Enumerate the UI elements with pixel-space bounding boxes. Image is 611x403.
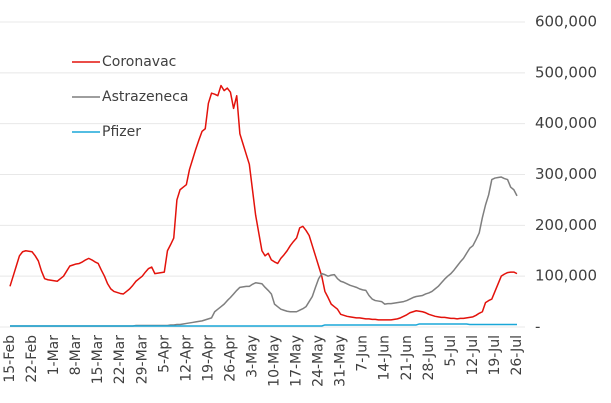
- x-tick-label: 31-May: [333, 335, 349, 387]
- x-tick-label: 10-May: [267, 335, 283, 387]
- x-tick-label: 7-Jun: [355, 335, 371, 372]
- y-tick-label: 200,000: [535, 216, 597, 234]
- x-tick-label: 24-May: [311, 335, 327, 387]
- x-tick-label: 12-Apr: [178, 335, 194, 382]
- legend-label: Astrazeneca: [102, 89, 188, 105]
- series-line: [10, 176, 518, 327]
- x-tick-label: 3-May: [244, 335, 260, 378]
- series-line: [9, 84, 518, 321]
- y-tick-label: 500,000: [535, 63, 597, 81]
- x-tick-label: 29-Mar: [134, 335, 150, 385]
- y-tick-label: 400,000: [535, 114, 597, 132]
- y-tick-label: 600,000: [535, 13, 597, 31]
- series-line: [10, 323, 517, 327]
- x-tick-label: 14-Jun: [377, 335, 393, 381]
- x-tick-label: 15-Mar: [90, 335, 106, 385]
- y-tick-label: -: [535, 318, 540, 336]
- x-tick-label: 19-Apr: [200, 335, 216, 382]
- x-tick-label: 17-May: [289, 335, 305, 387]
- x-tick-label: 26-Apr: [222, 335, 238, 382]
- x-tick-label: 22-Mar: [112, 335, 128, 385]
- legend-label: Coronavac: [102, 54, 176, 70]
- x-tick-label: 15-Feb: [2, 335, 18, 383]
- x-tick-label: 12-Jul: [465, 335, 481, 376]
- x-tick-label: 5-Jul: [443, 335, 459, 367]
- x-tick-label: 1-Mar: [46, 335, 62, 376]
- x-tick-label: 8-Mar: [68, 335, 84, 376]
- legend-label: Pfizer: [102, 124, 141, 140]
- x-tick-label: 26-Jul: [509, 335, 525, 376]
- y-tick-label: 100,000: [535, 267, 597, 285]
- x-tick-label: 22-Feb: [24, 335, 40, 383]
- x-tick-label: 28-Jun: [421, 335, 437, 381]
- x-tick-label: 21-Jun: [399, 335, 415, 381]
- y-tick-label: 300,000: [535, 165, 597, 183]
- x-tick-label: 5-Apr: [156, 335, 172, 373]
- x-tick-label: 19-Jul: [487, 335, 503, 376]
